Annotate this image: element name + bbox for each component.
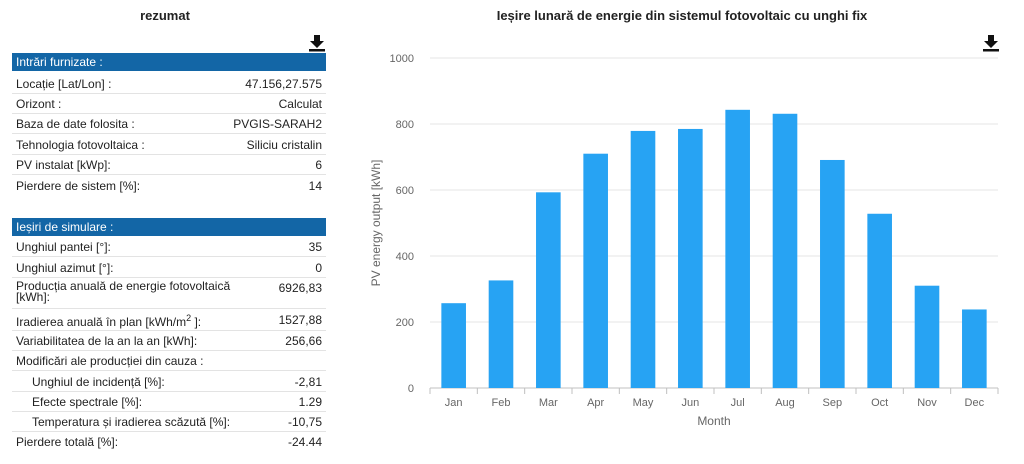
divider — [12, 256, 326, 257]
download-icon[interactable] — [983, 35, 999, 52]
chart-title: Ieșire lunară de energie din sistemul fo… — [496, 8, 868, 23]
divider — [12, 174, 326, 175]
output-value: -2,81 — [294, 375, 322, 389]
outputs-header: Ieșiri de simulare : — [12, 218, 326, 236]
bar-jan — [441, 303, 466, 388]
y-tick-label: 0 — [408, 383, 414, 395]
divider — [12, 154, 326, 155]
bar-may — [630, 130, 656, 388]
download-icon[interactable] — [308, 34, 326, 52]
bar-jun — [678, 128, 703, 388]
output-value: 1.29 — [298, 395, 322, 409]
x-tick-label: Dec — [965, 397, 985, 409]
output-label: Producția anuală de energie fotovoltaică… — [16, 279, 231, 304]
bar-sep — [820, 159, 845, 388]
x-axis-label: Month — [697, 414, 730, 428]
divider — [12, 113, 326, 114]
x-tick-label: Jun — [681, 397, 699, 409]
x-tick-label: Sep — [823, 397, 843, 409]
divider — [12, 133, 326, 134]
chart-panel: Ieșire lunară de energie din sistemul fo… — [340, 0, 1024, 464]
y-tick-label: 1000 — [390, 53, 414, 65]
bar-feb — [488, 280, 514, 388]
divider — [12, 350, 326, 351]
bar-oct — [867, 213, 892, 388]
input-label: Orizont : — [16, 97, 62, 111]
output-label: Variabilitatea de la an la an [kWh]: — [16, 334, 198, 348]
y-tick-label: 600 — [396, 185, 414, 197]
output-label: Pierdere totală [%]: — [16, 435, 119, 449]
divider — [12, 411, 326, 412]
y-tick-label: 200 — [396, 317, 414, 329]
bar-aug — [772, 113, 798, 389]
bar-dec — [962, 309, 987, 388]
input-label: Tehnologia fotovoltaica : — [16, 138, 145, 152]
output-value: -10,75 — [287, 415, 322, 429]
output-value: -24.44 — [287, 435, 322, 449]
output-label: Iradierea anuală în plan [kWh/m2 ]: — [16, 313, 202, 329]
output-label: Unghiul de incidență [%]: — [32, 375, 165, 389]
output-value: 1527,88 — [278, 313, 322, 327]
x-tick-label: Feb — [492, 397, 511, 409]
input-label: Locație [Lat/Lon] : — [16, 77, 112, 91]
divider — [12, 391, 326, 392]
x-tick-label: Jan — [445, 397, 463, 409]
output-value: 6926,83 — [278, 281, 322, 295]
input-value: 6 — [315, 158, 322, 172]
input-value: 47.156,27.575 — [245, 77, 322, 91]
output-label: Efecte spectrale [%]: — [32, 395, 143, 409]
output-label: Unghiul azimut [°]: — [16, 261, 114, 275]
summary-panel: rezumat Intrări furnizate : Locație [Lat… — [0, 0, 330, 464]
input-value: Siliciu cristalin — [246, 138, 322, 152]
x-tick-label: May — [633, 397, 654, 409]
x-tick-label: Jul — [731, 397, 745, 409]
divider — [12, 370, 326, 371]
bar-mar — [536, 192, 561, 388]
output-value: 0 — [315, 261, 322, 275]
output-value: 256,66 — [285, 334, 322, 348]
y-axis-label: PV energy output [kWh] — [369, 160, 383, 287]
divider — [12, 308, 326, 309]
output-label: Modificări ale producției din cauza : — [16, 354, 204, 368]
output-label: Temperatura și iradierea scăzută [%]: — [32, 415, 231, 429]
divider — [12, 330, 326, 331]
bar-jul — [725, 109, 750, 388]
input-value: PVGIS-SARAH2 — [233, 117, 322, 131]
bar-nov — [914, 285, 940, 388]
bar-chart: 0 200 400 600 800 1000 Jan Feb Mar Apr May Jun Jul Au… — [369, 35, 999, 428]
input-label: Baza de date folosita : — [16, 117, 135, 131]
input-label: PV instalat [kWp]: — [16, 158, 111, 172]
y-tick-label: 400 — [396, 251, 414, 263]
input-value: 14 — [308, 179, 322, 193]
summary-title: rezumat — [140, 8, 190, 23]
divider — [12, 277, 326, 278]
x-tick-label: Aug — [775, 397, 795, 409]
x-tick-label: Apr — [587, 397, 604, 409]
y-tick-label: 800 — [396, 119, 414, 131]
output-label: Unghiul pantei [°]: — [16, 240, 111, 254]
divider — [12, 93, 326, 94]
output-value: 35 — [308, 240, 322, 254]
x-tick-label: Mar — [539, 397, 558, 409]
input-label: Pierdere de sistem [%]: — [16, 179, 141, 193]
inputs-header: Intrări furnizate : — [12, 53, 326, 71]
bar-apr — [583, 153, 608, 388]
divider — [12, 431, 326, 432]
x-tick-label: Nov — [917, 397, 937, 409]
x-tick-label: Oct — [871, 397, 888, 409]
input-value: Calculat — [278, 97, 322, 111]
